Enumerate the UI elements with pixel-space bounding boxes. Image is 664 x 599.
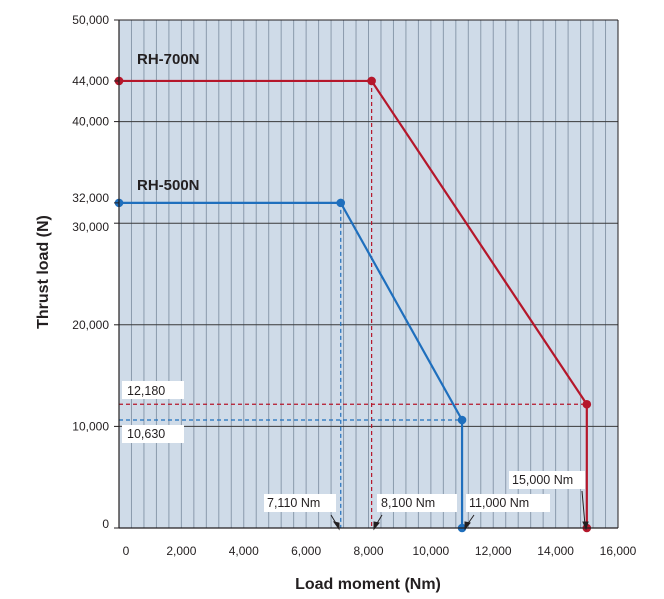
- series-point-rh700n-1: [367, 76, 376, 86]
- y-tick-label: 0: [102, 517, 109, 531]
- y-tick-label: 50,000: [72, 13, 109, 27]
- y-annotation-12180: 12,180: [127, 384, 165, 398]
- x-annotation-15000: 15,000 Nm: [512, 473, 573, 487]
- annotation-arrows: [330, 490, 589, 531]
- guide-lines: [119, 80, 587, 528]
- y-annot-12180-bg: [122, 381, 184, 399]
- y-annot-10630-bg: [122, 425, 184, 443]
- y-tick-label: 20,000: [72, 318, 109, 332]
- y-tick-label: 32,000: [72, 191, 109, 205]
- x-tick-label: 6,000: [291, 544, 321, 558]
- x-annot-11000-bg: [466, 494, 550, 512]
- x-tick-labels: 0 2,000 4,000 6,000 8,000 10,000 12,000 14,000 1…: [123, 544, 637, 558]
- axes: [114, 19, 619, 529]
- series-line-rh500n: [119, 201, 464, 528]
- x-tick-label: 8,000: [353, 544, 383, 558]
- series-label-rh700n: RH-700N: [137, 51, 200, 68]
- x-annot-15000-bg: [509, 471, 585, 489]
- y-tick-label: 44,000: [72, 74, 109, 88]
- series-point-rh500n-1: [336, 198, 346, 208]
- x-annot-7110-bg: [264, 494, 336, 512]
- x-axis-title: Load moment (Nm): [295, 576, 441, 593]
- x-tick-label: 10,000: [413, 544, 450, 558]
- series-points: [114, 76, 592, 533]
- y-tick-labels: 0 10,000 20,000 30,000 32,000 40,000 44,000 50,…: [72, 13, 109, 531]
- series-point-rh500n-2: [457, 415, 467, 425]
- series-point-rh700n-2: [582, 399, 592, 409]
- x-tick-label: 4,000: [229, 544, 259, 558]
- series-line-rh700n: [119, 79, 588, 528]
- x-tick-label: 2,000: [166, 544, 196, 558]
- x-annotation-11000: 11,000 Nm: [469, 496, 529, 510]
- y-axis-title: Thrust load (N): [35, 215, 52, 329]
- y-annotation-10630: 10,630: [127, 427, 165, 441]
- x-annotation-7110: 7,110 Nm: [267, 496, 320, 510]
- series-lines: [119, 79, 588, 528]
- x-tick-label: 14,000: [537, 544, 574, 558]
- x-tick-label: 0: [123, 544, 130, 558]
- minor-grid: [130, 20, 607, 528]
- y-tick-label: 40,000: [72, 115, 109, 129]
- series-label-rh500n: RH-500N: [137, 177, 200, 194]
- x-annot-8100-bg: [377, 494, 457, 512]
- x-tick-label: 12,000: [475, 544, 512, 558]
- major-grid: [119, 121, 618, 427]
- x-tick-label: 16,000: [600, 544, 637, 558]
- y-tick-label: 10,000: [72, 419, 109, 433]
- y-tick-label: 30,000: [72, 220, 109, 234]
- x-annotation-8100: 8,100 Nm: [381, 496, 435, 510]
